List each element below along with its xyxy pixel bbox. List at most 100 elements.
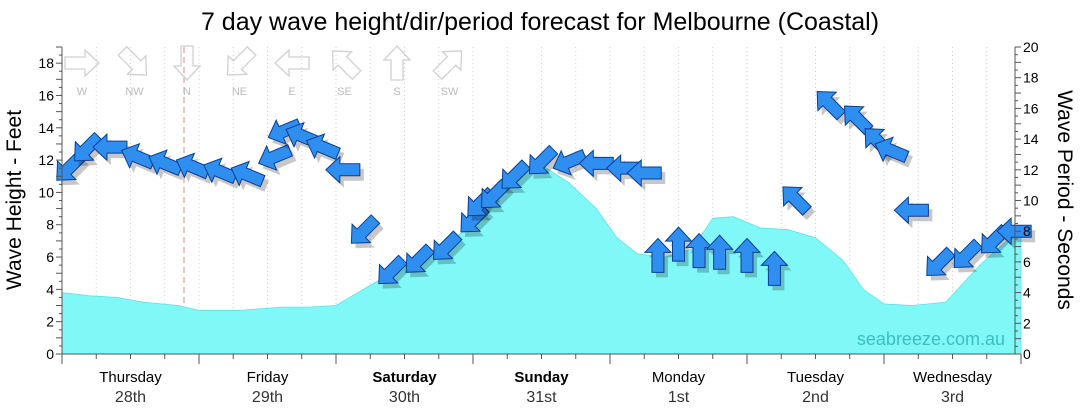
swell-arrow [893, 196, 929, 225]
swell-arrow [664, 226, 693, 262]
legend-label-ne: NE [232, 86, 247, 98]
swell-arrow [325, 155, 361, 184]
swell-arrow-shape [230, 160, 266, 188]
y-right-tick-label: 20 [1023, 39, 1039, 55]
swell-arrow [732, 237, 762, 273]
legend-arrow-nw [117, 45, 148, 76]
legend-arrow-e [274, 48, 310, 78]
swell-arrow-shape [996, 217, 1032, 246]
swell-arrow-shape [92, 133, 128, 162]
legend-label-w: W [77, 86, 88, 98]
legend-label-s: S [393, 86, 400, 98]
y-right-tick-label: 4 [1023, 285, 1031, 301]
y-left-tick-label: 6 [46, 249, 54, 265]
legend-arrow-shape [432, 50, 463, 81]
swell-arrow [926, 246, 956, 277]
legend-arrow-shape [64, 48, 100, 78]
legend-arrow-s [382, 45, 412, 81]
legend-label-se: SE [337, 86, 352, 98]
y-axis-left-title: Wave Height - Feet [3, 110, 26, 290]
legend-label-n: N [183, 86, 191, 98]
date-label: 2nd [802, 389, 829, 406]
y-left-tick-label: 0 [46, 346, 54, 362]
swell-arrow [267, 118, 303, 146]
legend-arrow-shape [382, 45, 412, 81]
swell-arrow-shape [325, 155, 361, 184]
swell-arrow [501, 159, 532, 189]
date-label: 29th [252, 389, 283, 406]
swell-arrow [844, 105, 874, 136]
swell-arrow [74, 131, 104, 162]
y-left-tick-label: 2 [46, 314, 54, 330]
swell-arrow-shape [605, 154, 642, 183]
legend-arrow-se [331, 50, 362, 81]
swell-arrow [782, 186, 812, 216]
day-label: Saturday [372, 369, 437, 386]
grid [95, 47, 988, 354]
y-right-tick-label: 2 [1023, 315, 1031, 331]
swell-arrow-shape [552, 149, 588, 176]
day-label: Monday [652, 369, 706, 386]
swell-arrow-shape [305, 133, 341, 160]
swell-arrow-shape [760, 250, 789, 286]
y-right-tick-label: 6 [1023, 254, 1031, 270]
swell-arrow [350, 214, 381, 244]
day-label: Sunday [514, 369, 569, 386]
watermark: seabreeze.com.au [857, 329, 1005, 349]
swell-arrow [257, 144, 294, 171]
swell-arrow [305, 133, 341, 160]
legend-arrow-shape [117, 45, 148, 76]
swell-arrow-shape [816, 91, 847, 121]
chart-title: 7 day wave height/dir/period forecast fo… [201, 8, 879, 36]
swell-arrow [378, 254, 408, 285]
swell-arrow [996, 217, 1032, 246]
swell-arrow-shape [844, 105, 874, 136]
legend-arrow-shape [331, 50, 362, 81]
swell-arrow-shape [732, 237, 762, 273]
y-axis-right-title: Wave Period - Seconds [1053, 90, 1076, 310]
legend-label-e: E [288, 86, 295, 98]
swell-arrow-shape [405, 243, 436, 273]
y-left-tick-label: 16 [38, 87, 54, 103]
legend-label-nw: NW [125, 86, 144, 98]
swell-arrow-shape [782, 186, 812, 216]
swell-arrow [405, 243, 436, 273]
legend-arrow-shape [226, 45, 257, 76]
date-label: 3rd [941, 389, 964, 406]
swell-arrow [643, 237, 673, 273]
swell-arrow [684, 232, 714, 269]
swell-arrow-shape [257, 144, 294, 171]
swell-arrow-shape [626, 158, 662, 188]
date-label: 31st [526, 389, 557, 406]
swell-arrow [760, 250, 789, 286]
y-right-tick-label: 18 [1023, 70, 1039, 86]
day-label: Wednesday [913, 369, 992, 386]
y-left-tick-label: 18 [38, 55, 54, 71]
swell-arrow [528, 144, 559, 175]
swell-arrow-shape [578, 149, 614, 178]
swell-arrow [705, 234, 734, 270]
swell-arrow-shape [501, 159, 532, 189]
swell-arrow-shape [926, 246, 956, 277]
legend-arrow-w [64, 48, 100, 78]
date-label: 30th [389, 389, 420, 406]
swell-arrow [874, 136, 910, 164]
swell-arrow-shape [643, 237, 673, 273]
swell-arrow-shape [705, 234, 734, 270]
y-right-tick-label: 0 [1023, 346, 1031, 362]
swell-arrow-shape [953, 238, 984, 268]
swell-arrow-shape [433, 230, 463, 260]
day-label: Tuesday [787, 369, 844, 386]
y-left-tick-label: 8 [46, 217, 54, 233]
swell-arrow [816, 91, 847, 121]
swell-arrow [626, 158, 662, 188]
legend-arrow-sw [432, 50, 463, 81]
swell-arrow-shape [74, 131, 104, 162]
date-label: 1st [668, 389, 690, 406]
swell-arrow-shape [378, 254, 408, 285]
legend-arrow-n [172, 45, 202, 81]
swell-arrow [230, 160, 266, 188]
swell-arrow-shape [350, 214, 381, 244]
swell-arrow [433, 230, 463, 260]
swell-arrow [578, 149, 614, 178]
